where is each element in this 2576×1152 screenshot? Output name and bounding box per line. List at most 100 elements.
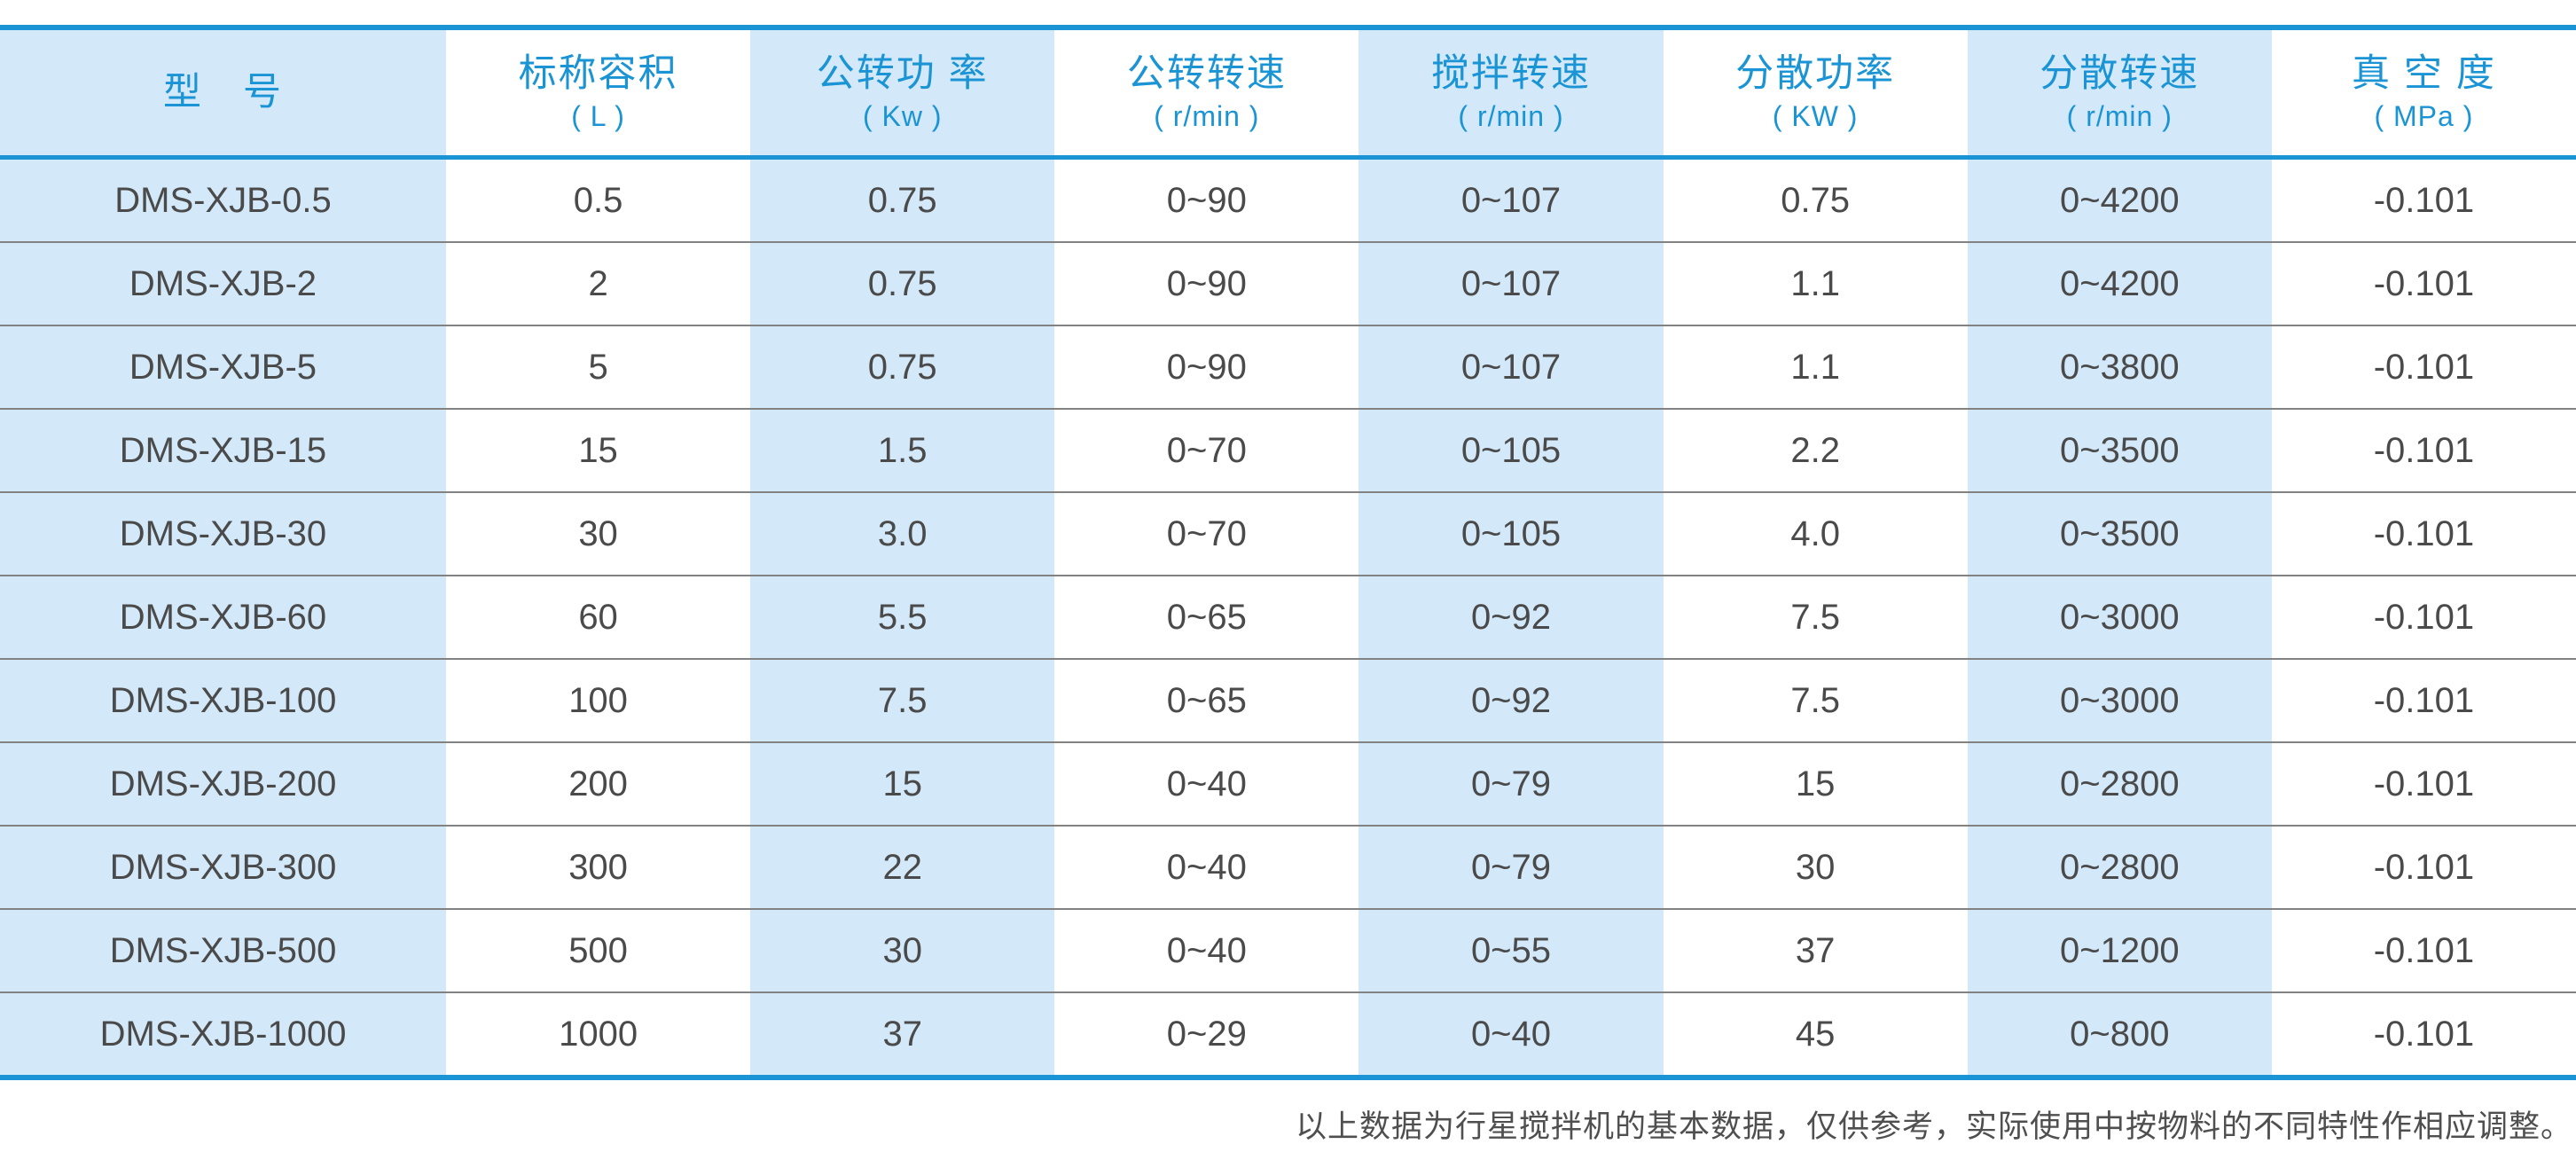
table-row: DMS-XJB-500 500 30 0~40 0~55 37 0~1200 -0.101 (0, 908, 2576, 991)
value-cell: 3.0 (750, 493, 1055, 575)
column-unit: ( KW ) (1772, 100, 1859, 132)
value-cell: 0~90 (1166, 263, 1247, 303)
value-cell: 30 (578, 513, 618, 553)
table-row: DMS-XJB-1000 1000 37 0~29 0~40 45 0~800 -0.101 (0, 991, 2576, 1075)
value-cell: 22 (750, 827, 1055, 908)
value-cell: 0~4200 (1967, 243, 2272, 325)
model-cell: DMS-XJB-2 (0, 243, 446, 325)
value-cell: -0.101 (2373, 430, 2475, 470)
column-title: 真 空 度 (2351, 52, 2496, 95)
model-cell: DMS-XJB-0.5 (0, 160, 446, 241)
table-row: DMS-XJB-200 200 15 0~40 0~79 15 0~2800 -0.101 (0, 741, 2576, 825)
value-cell: -0.101 (2373, 513, 2475, 553)
column-title: 标称容积 (518, 52, 678, 95)
value-cell: 0~65 (1166, 680, 1247, 720)
value-cell: 0~2800 (1967, 743, 2272, 825)
value-cell: 0.75 (750, 160, 1055, 241)
column-unit: ( MPa ) (2374, 100, 2474, 132)
value-cell: -0.101 (2373, 930, 2475, 970)
value-cell: 0~3000 (1967, 576, 2272, 658)
value-cell: 2 (588, 263, 608, 303)
column-header-stirring-speed: 搅拌转速 ( r/min ) (1358, 30, 1664, 155)
value-cell: -0.101 (2373, 680, 2475, 720)
value-cell: 4.0 (1790, 513, 1840, 553)
table-row: DMS-XJB-15 15 1.5 0~70 0~105 2.2 0~3500 -0.101 (0, 408, 2576, 491)
column-title: 公转功 率 (816, 52, 989, 95)
model-cell: DMS-XJB-15 (0, 410, 446, 491)
value-cell: 0~40 (1358, 993, 1664, 1075)
value-cell: 0~3800 (1967, 326, 2272, 408)
column-title: 分散功率 (1735, 52, 1896, 95)
planetary-mixer-spec-table: 型 号标称容积( L ) 公转功 率( Kw ) 公转转速( r/min ) 搅拌转速… (0, 25, 2576, 1080)
table-row: DMS-XJB-2 2 0.75 0~90 0~107 1.1 0~4200 -0.101 (0, 241, 2576, 325)
column-header-dispersing-speed: 分散转速 ( r/min ) (1967, 30, 2272, 155)
model-cell: DMS-XJB-60 (0, 576, 446, 658)
value-cell: 1000 (559, 1014, 638, 1054)
value-cell: 0~90 (1166, 180, 1247, 220)
value-cell: 0.5 (573, 180, 623, 220)
value-cell: 0~107 (1358, 243, 1664, 325)
value-cell: 0~107 (1358, 160, 1664, 241)
column-header-vacuum-degree: 真 空 度 ( MPa ) (2272, 30, 2576, 155)
model-cell: DMS-XJB-5 (0, 326, 446, 408)
table-row: DMS-XJB-0.5 0.5 0.75 0~90 0~107 0.75 0~4200 -0.… (0, 160, 2576, 241)
value-cell: 0~3000 (1967, 660, 2272, 741)
value-cell: 0~92 (1358, 660, 1664, 741)
value-cell: 7.5 (750, 660, 1055, 741)
value-cell: 15 (578, 430, 618, 470)
column-header-dispersing-power: 分散功率 ( KW ) (1664, 30, 1968, 155)
column-title: 公转转速 (1126, 52, 1287, 95)
value-cell: 0.75 (1781, 180, 1851, 220)
value-cell: 5 (588, 347, 608, 387)
value-cell: 0~92 (1358, 576, 1664, 658)
value-cell: 45 (1795, 1014, 1836, 1054)
model-cell: DMS-XJB-1000 (0, 993, 446, 1075)
model-cell: DMS-XJB-200 (0, 743, 446, 825)
value-cell: 0~800 (1967, 993, 2272, 1075)
table-header-row: 型 号标称容积( L ) 公转功 率( Kw ) 公转转速( r/min ) 搅拌转速… (0, 30, 2576, 160)
column-header-nominal-capacity: 标称容积 ( L ) (446, 30, 750, 155)
column-title: 分散转速 (2040, 52, 2200, 95)
value-cell: 0.75 (750, 326, 1055, 408)
model-cell: DMS-XJB-30 (0, 493, 446, 575)
value-cell: 0~29 (1166, 1014, 1247, 1054)
value-cell: 0.75 (750, 243, 1055, 325)
value-cell: 0~1200 (1967, 910, 2272, 991)
column-unit: ( r/min ) (1154, 100, 1260, 132)
value-cell: 0~79 (1358, 827, 1664, 908)
value-cell: -0.101 (2373, 764, 2475, 803)
column-title: 搅拌转速 (1430, 52, 1591, 95)
value-cell: 200 (568, 764, 628, 803)
table-footnote: 以上数据为行星搅拌机的基本数据，仅供参考，实际使用中按物料的不同特性作相应调整。 (1295, 1109, 2572, 1145)
value-cell: 0~70 (1166, 430, 1247, 470)
value-cell: 0~4200 (1967, 160, 2272, 241)
value-cell: 300 (568, 847, 628, 887)
table-row: DMS-XJB-30 30 3.0 0~70 0~105 4.0 0~3500 -0.101 (0, 491, 2576, 575)
table-body: DMS-XJB-0.5 0.5 0.75 0~90 0~107 0.75 0~4200 -0.… (0, 160, 2576, 1075)
value-cell: -0.101 (2373, 263, 2475, 303)
value-cell: 30 (1795, 847, 1836, 887)
column-unit: ( r/min ) (2066, 100, 2173, 132)
value-cell: 7.5 (1790, 680, 1840, 720)
table-row: DMS-XJB-60 60 5.5 0~65 0~92 7.5 0~3000 -0.101 (0, 575, 2576, 658)
value-cell: 0~3500 (1967, 493, 2272, 575)
value-cell: 15 (1795, 764, 1836, 803)
value-cell: -0.101 (2373, 180, 2475, 220)
value-cell: 1.1 (1790, 347, 1840, 387)
value-cell: 0~3500 (1967, 410, 2272, 491)
value-cell: -0.101 (2373, 597, 2475, 637)
column-header-revolution-power: 公转功 率 ( Kw ) (750, 30, 1055, 155)
value-cell: 0~90 (1166, 347, 1247, 387)
value-cell: 0~105 (1358, 493, 1664, 575)
column-unit: ( Kw ) (862, 100, 943, 132)
table-row: DMS-XJB-300 300 22 0~40 0~79 30 0~2800 -0.101 (0, 825, 2576, 908)
value-cell: 15 (750, 743, 1055, 825)
value-cell: 0~70 (1166, 513, 1247, 553)
value-cell: 1.1 (1790, 263, 1840, 303)
column-unit: ( L ) (571, 100, 625, 132)
value-cell: 0~65 (1166, 597, 1247, 637)
column-unit: ( r/min ) (1458, 100, 1564, 132)
value-cell: 0~105 (1358, 410, 1664, 491)
value-cell: 2.2 (1790, 430, 1840, 470)
